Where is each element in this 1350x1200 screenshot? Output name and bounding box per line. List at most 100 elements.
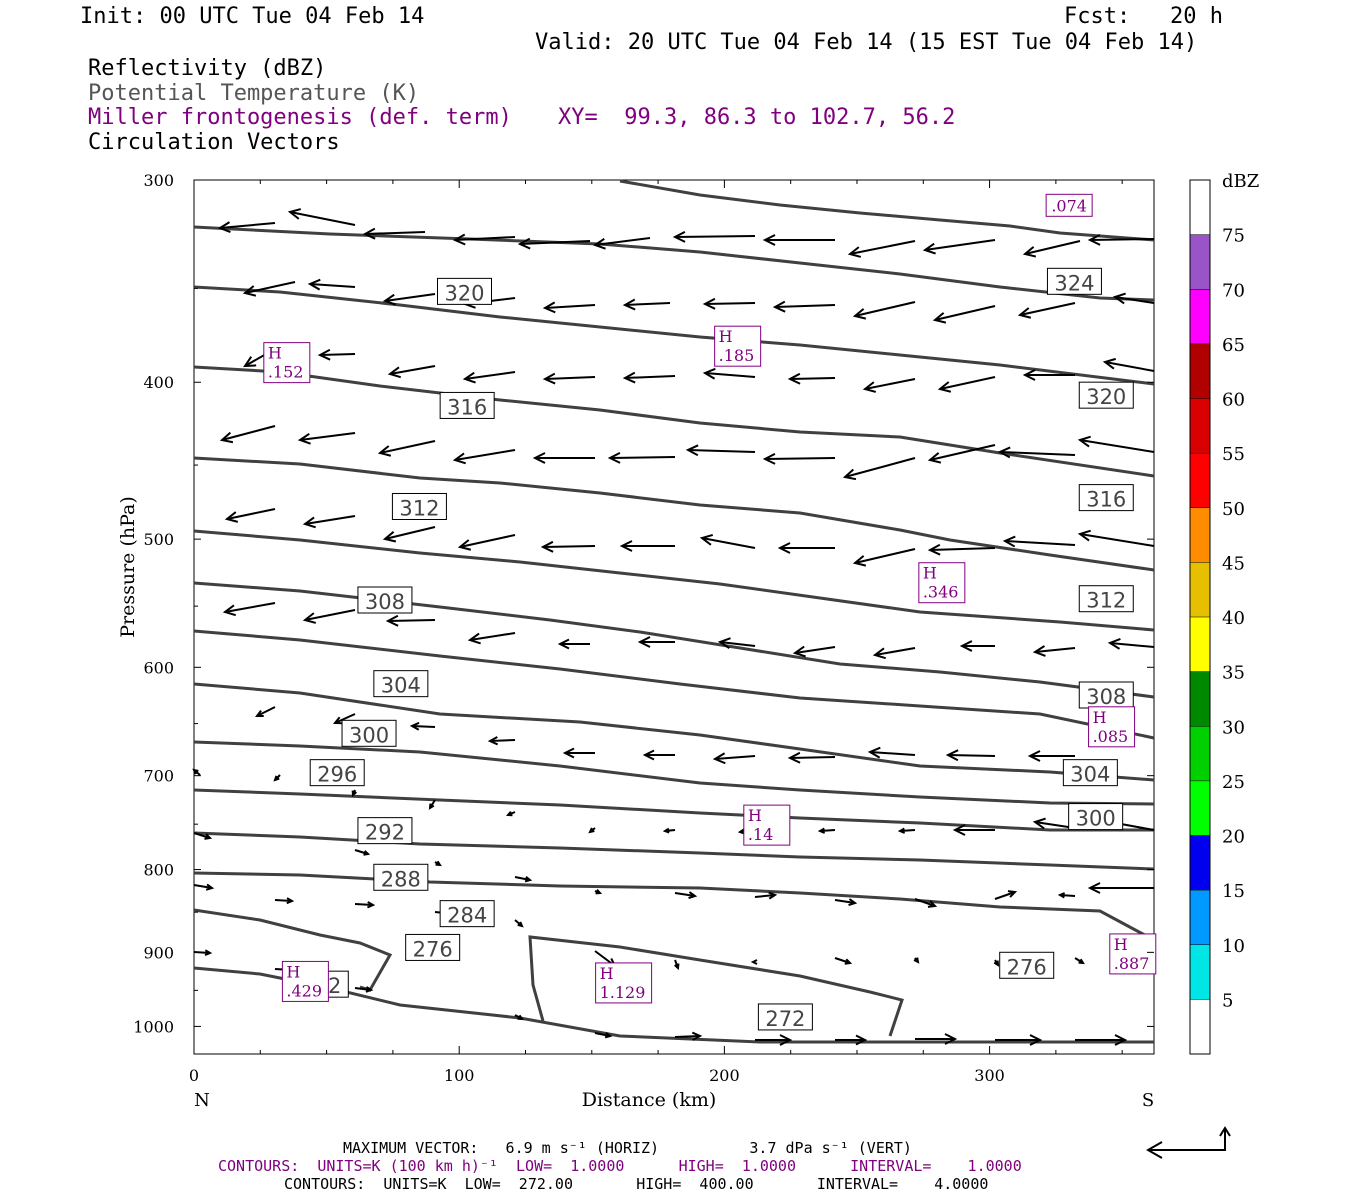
vector-shaft <box>454 449 516 461</box>
vector-head <box>750 959 758 965</box>
vector-head <box>317 348 331 361</box>
vector-head <box>993 960 1000 967</box>
circulation-vector <box>224 508 276 523</box>
vector-shaft <box>854 548 916 564</box>
vector-head <box>1078 958 1085 965</box>
frontogenesis-maximum: H1.129 <box>595 962 653 1004</box>
circulation-vector <box>1022 369 1075 381</box>
vector-shaft <box>289 211 356 226</box>
vector-shaft <box>1024 240 1081 255</box>
circulation-vector <box>952 824 995 836</box>
theta-contour-label: 304 <box>373 670 429 698</box>
vector-head <box>777 542 791 554</box>
theta-contour-label: 316 <box>1078 484 1134 512</box>
vector-shaft <box>1004 540 1076 546</box>
vector-head <box>255 709 264 717</box>
circulation-vector <box>588 827 596 834</box>
vector-head <box>362 227 376 240</box>
theta-contour <box>193 529 1155 632</box>
circulation-vector <box>297 432 356 445</box>
circulation-vector <box>193 832 213 840</box>
vector-head <box>1077 435 1091 448</box>
vector-shaft <box>221 425 276 441</box>
fronto-value: .085 <box>1093 727 1129 746</box>
vector-head <box>505 810 513 817</box>
circulation-vector <box>834 898 858 907</box>
vector-shaft <box>1079 439 1155 453</box>
vector-head <box>855 1034 868 1046</box>
circulation-vector <box>847 240 916 258</box>
circulation-vector <box>994 890 1018 900</box>
theta-label-box <box>391 492 447 520</box>
vector-head <box>897 827 906 834</box>
circulation-vector <box>642 749 675 761</box>
vector-shaft <box>1104 361 1155 372</box>
colorbar-segment <box>1190 944 1210 1000</box>
vector-shaft <box>934 305 996 321</box>
theta-label-box <box>1078 585 1134 613</box>
circulation-vector <box>1075 1034 1128 1046</box>
vector-shaft <box>594 237 651 246</box>
theta-label-value: 316 <box>1086 488 1126 512</box>
fronto-box <box>1088 706 1136 748</box>
circulation-vector <box>787 751 836 764</box>
colorbar-segment <box>1190 890 1210 945</box>
circulation-vector <box>750 959 758 965</box>
vector-shaft <box>764 457 836 460</box>
vector-shaft <box>411 725 436 728</box>
vector-shaft <box>834 899 856 904</box>
vector-shaft <box>929 547 996 551</box>
theta-contour-label: 272 <box>757 1003 813 1031</box>
theta-contour-label: 316 <box>439 391 495 419</box>
theta-label-box <box>341 719 397 747</box>
theta-label-value: 308 <box>1086 685 1126 709</box>
legend-reflectivity: Reflectivity (dBZ) <box>88 56 327 81</box>
vector-head <box>382 531 397 543</box>
circulation-vector <box>354 986 374 993</box>
circulation-vector <box>932 305 996 324</box>
theta-contour-label: 308 <box>1078 681 1134 709</box>
footer-contours-theta: CONTOURS: UNITS=K LOW= 272.00 HIGH= 400.… <box>284 1175 989 1193</box>
circulation-vector <box>1074 957 1085 965</box>
vector-head <box>332 716 343 725</box>
fronto-high-marker: H <box>719 327 733 346</box>
vector-head <box>922 242 936 255</box>
vector-head <box>779 1034 793 1046</box>
circulation-vector <box>222 602 276 617</box>
theta-contour <box>193 788 1154 832</box>
vector-shaft <box>1109 642 1155 648</box>
circulation-vector <box>594 888 603 895</box>
vector-head <box>204 949 213 957</box>
vector-shaft <box>794 646 836 654</box>
vector-head <box>1077 529 1091 542</box>
vector-head <box>1114 1034 1128 1046</box>
colorbar-segment <box>1190 562 1210 617</box>
circulation-vector <box>385 614 436 627</box>
vector-shaft <box>1114 296 1155 304</box>
vector-head <box>817 827 826 834</box>
circulation-vector <box>192 768 201 776</box>
vector-shaft <box>899 829 916 832</box>
colorbar-label: 65 <box>1222 335 1245 356</box>
colorbar-title: dBZ <box>1222 171 1259 192</box>
vector-shaft <box>834 957 851 964</box>
colorbar-segment <box>1190 671 1210 727</box>
circulation-vector <box>872 647 916 660</box>
vector-head <box>385 614 399 627</box>
valid-time-label: Valid: 20 UTC Tue 04 Feb 14 (15 EST Tue … <box>535 30 1198 55</box>
vector-shaft <box>994 891 1016 900</box>
colorbar-label: 40 <box>1222 608 1245 629</box>
vector-head <box>562 747 575 759</box>
vector-head <box>273 775 280 782</box>
vector-head <box>365 986 374 993</box>
circulation-vector <box>287 208 356 226</box>
theta-label-box <box>373 863 429 891</box>
circulation-vector <box>959 640 995 652</box>
circulation-vector <box>772 300 836 313</box>
vector-head <box>363 850 371 856</box>
circulation-vector <box>945 749 996 762</box>
vector-shaft <box>464 371 516 380</box>
vector-head <box>672 230 686 243</box>
fronto-value: .346 <box>923 583 959 602</box>
y-tick-label: 1000 <box>133 1017 174 1036</box>
